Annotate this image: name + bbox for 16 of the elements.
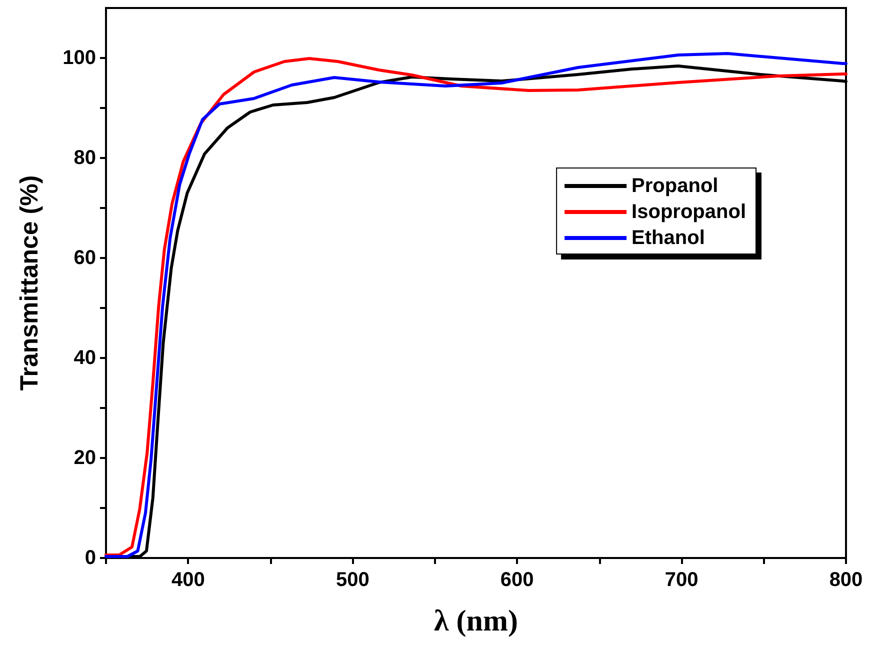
x-tick-label: 500 [336, 569, 370, 591]
legend-label: Ethanol [632, 227, 705, 249]
x-tick-label: 400 [172, 569, 205, 591]
y-tick-label: 40 [74, 347, 96, 369]
y-tick-label: 100 [62, 47, 96, 69]
y-tick-label: 0 [84, 547, 96, 569]
x-tick-label: 700 [664, 569, 698, 591]
x-axis-title: λ (nm) [434, 604, 518, 638]
y-tick-label: 60 [74, 247, 96, 269]
legend-label: Isopropanol [632, 201, 746, 223]
y-tick-label: 20 [74, 447, 96, 469]
y-axis-title: Transmittance (%) [16, 175, 44, 391]
legend-label: Propanol [632, 175, 718, 197]
x-tick-label: 800 [829, 569, 863, 591]
y-tick-label: 80 [74, 147, 96, 169]
x-tick-label: 600 [500, 569, 534, 591]
